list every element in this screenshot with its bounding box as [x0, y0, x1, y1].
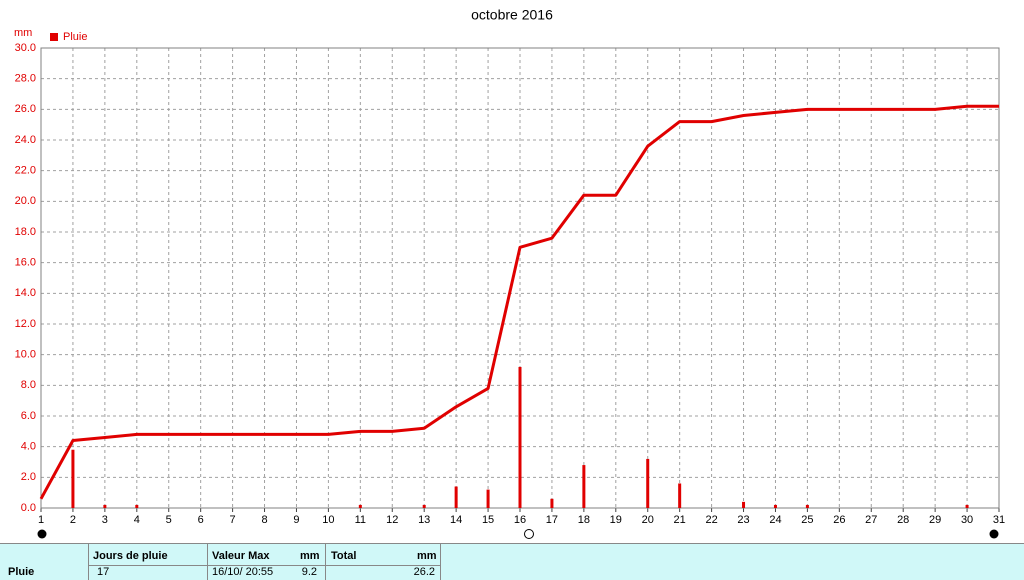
line [39, 104, 999, 500]
x-tick-label: 8 [261, 514, 267, 526]
table-background [0, 543, 1024, 580]
x-tick-label: 27 [865, 514, 877, 526]
x-tick-label: 19 [610, 514, 622, 526]
bar [135, 504, 139, 508]
table-header: mm [417, 550, 437, 562]
y-tick-label: 20.0 [15, 195, 36, 207]
table-header: mm [300, 550, 320, 562]
moon-full [524, 529, 534, 539]
bar [71, 449, 75, 508]
x-tick-label: 2 [70, 514, 76, 526]
x-tick-label: 31 [993, 514, 1005, 526]
table-cell: 16/10/ 20:55 [212, 566, 273, 578]
moon-new [37, 529, 47, 539]
x-tick-label: 18 [578, 514, 590, 526]
row-header: Pluie [8, 566, 34, 578]
bar [518, 366, 522, 508]
x-tick-label: 24 [769, 514, 781, 526]
x-tick-label: 4 [134, 514, 140, 526]
y-tick-label: 12.0 [15, 318, 36, 330]
y-tick-label: 16.0 [15, 257, 36, 269]
x-tick-label: 12 [386, 514, 398, 526]
bar [454, 486, 458, 508]
x-tick-label: 7 [230, 514, 236, 526]
x-tick-label: 13 [418, 514, 430, 526]
table-header: Total [331, 550, 356, 562]
x-tick-label: 16 [514, 514, 526, 526]
table-cell: 17 [97, 566, 109, 578]
x-tick-label: 9 [293, 514, 299, 526]
x-tick-label: 28 [897, 514, 909, 526]
y-tick-label: 26.0 [15, 103, 36, 115]
x-tick-label: 23 [737, 514, 749, 526]
bar [742, 501, 746, 508]
x-tick-label: 3 [102, 514, 108, 526]
y-tick-label: 28.0 [15, 73, 36, 85]
x-tick-label: 14 [450, 514, 462, 526]
x-tick-label: 25 [801, 514, 813, 526]
x-tick-label: 5 [166, 514, 172, 526]
table-cell: 26.2 [414, 566, 435, 578]
bar [678, 483, 682, 508]
y-tick-label: 14.0 [15, 287, 36, 299]
y-tick-label: 24.0 [15, 134, 36, 146]
table-cell: 9.2 [302, 566, 317, 578]
chart-title: octobre 2016 [471, 7, 553, 23]
y-tick-label: 6.0 [21, 410, 36, 422]
legend-label: Pluie [63, 31, 87, 43]
y-tick-label: 4.0 [21, 441, 36, 453]
bar [646, 458, 650, 508]
y-axis-label: mm [14, 27, 32, 39]
bar [965, 504, 969, 508]
bar [773, 504, 777, 508]
bar [486, 489, 490, 508]
bar [582, 465, 586, 508]
x-tick-label: 11 [355, 514, 366, 526]
y-tick-label: 0.0 [21, 502, 36, 514]
x-tick-label: 29 [929, 514, 941, 526]
x-tick-label: 6 [198, 514, 204, 526]
x-tick-label: 30 [961, 514, 973, 526]
table-borders [0, 543, 1024, 580]
x-tick-label: 15 [482, 514, 494, 526]
x-tick-label: 21 [674, 514, 686, 526]
x-tick-label: 10 [322, 514, 334, 526]
x-tick-label: 26 [833, 514, 845, 526]
y-tick-label: 22.0 [15, 165, 36, 177]
x-tick-label: 1 [38, 514, 44, 526]
bar [358, 504, 362, 508]
x-tick-label: 17 [546, 514, 558, 526]
table-header: Jours de pluie [93, 550, 168, 562]
moon-new [989, 529, 999, 539]
table-header: Valeur Max [212, 550, 270, 562]
y-tick-label: 18.0 [15, 226, 36, 238]
y-tick-label: 30.0 [15, 42, 36, 54]
y-tick-label: 2.0 [21, 471, 36, 483]
bar [550, 498, 554, 508]
y-tick-label: 10.0 [15, 349, 36, 361]
y-tick-label: 8.0 [21, 379, 36, 391]
x-tick-label: 22 [705, 514, 717, 526]
bar [805, 504, 809, 508]
bar [103, 504, 107, 508]
x-tick-label: 20 [642, 514, 654, 526]
legend-swatch [50, 33, 58, 41]
bar [422, 504, 426, 508]
